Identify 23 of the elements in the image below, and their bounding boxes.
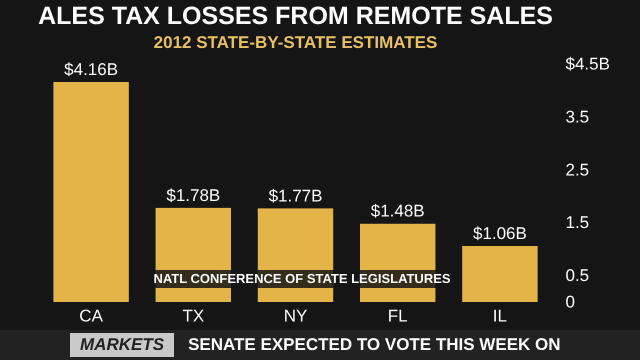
x-tick-label: TX <box>182 306 204 326</box>
data-label: $1.77B <box>268 186 322 206</box>
text: MARKETS <box>70 333 174 357</box>
data-label: $1.06B <box>472 224 527 243</box>
bar <box>462 246 538 302</box>
data-label: $1.48B <box>370 202 425 221</box>
x-tick-label: FL <box>388 306 408 326</box>
text: SENATE EXPECTED TO VOTE THIS WEEK ON <box>188 335 561 355</box>
x-tick-label: NY <box>284 306 308 326</box>
data-label: $4.16B <box>64 60 118 79</box>
x-tick-label: IL <box>492 306 507 326</box>
y-tick-label: 3.5 <box>566 107 590 126</box>
y-tick-label: 1.5 <box>566 213 590 232</box>
annotation: NATL CONFERENCE OF STATE LEGISLATURES <box>153 271 451 286</box>
y-tick-label: 2.5 <box>566 160 590 180</box>
chart-subtitle: 2012 STATE-BY-STATE ESTIMATES <box>154 33 438 52</box>
y-tick-label: 0.5 <box>566 266 590 286</box>
data-label: $1.78B <box>166 186 220 205</box>
bar <box>53 82 129 302</box>
y-tick-label: 0 <box>566 292 575 312</box>
y-tick-label: $4.5B <box>566 54 610 74</box>
x-tick-label: CA <box>79 306 104 326</box>
chart-title: ALES TAX LOSSES FROM REMOTE SALES <box>38 2 553 30</box>
